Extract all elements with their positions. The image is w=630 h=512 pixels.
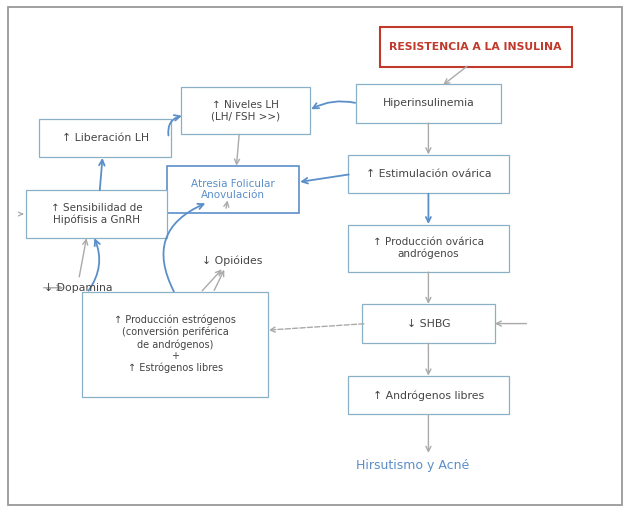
Text: ↑ Niveles LH
(LH/ FSH >>): ↑ Niveles LH (LH/ FSH >>) — [211, 100, 280, 121]
Text: ↑ Producción estrógenos
(conversión periférica
de andrógenos)
+
↑ Estrógenos lib: ↑ Producción estrógenos (conversión peri… — [114, 315, 236, 373]
Text: ↑ Producción ovárica
andrógenos: ↑ Producción ovárica andrógenos — [373, 237, 484, 260]
FancyBboxPatch shape — [348, 155, 509, 193]
Text: Hiperinsulinemia: Hiperinsulinemia — [382, 98, 474, 109]
Text: ↑ Estimulación ovárica: ↑ Estimulación ovárica — [365, 169, 491, 179]
Text: ↑ Andrógenos libres: ↑ Andrógenos libres — [373, 390, 484, 400]
Text: Hirsutismo y Acné: Hirsutismo y Acné — [356, 459, 469, 473]
FancyBboxPatch shape — [167, 166, 299, 213]
Text: RESISTENCIA A LA INSULINA: RESISTENCIA A LA INSULINA — [389, 42, 562, 52]
FancyBboxPatch shape — [181, 87, 310, 134]
FancyBboxPatch shape — [39, 119, 171, 158]
FancyBboxPatch shape — [379, 27, 572, 67]
Text: ↓ Dopamina: ↓ Dopamina — [45, 283, 113, 293]
FancyBboxPatch shape — [8, 7, 622, 505]
Text: ↓ Opióides: ↓ Opióides — [202, 256, 262, 266]
FancyBboxPatch shape — [356, 84, 501, 122]
FancyBboxPatch shape — [348, 376, 509, 415]
FancyBboxPatch shape — [25, 190, 168, 238]
FancyBboxPatch shape — [11, 9, 619, 503]
Text: Atresia Folicular
Anovulación: Atresia Folicular Anovulación — [192, 179, 275, 200]
FancyBboxPatch shape — [83, 292, 268, 396]
FancyBboxPatch shape — [362, 304, 495, 343]
FancyBboxPatch shape — [348, 225, 509, 272]
Text: ↑ Sensibilidad de
Hipófisis a GnRH: ↑ Sensibilidad de Hipófisis a GnRH — [50, 203, 142, 225]
Text: ↑ Liberación LH: ↑ Liberación LH — [62, 133, 149, 143]
Text: ↓ SHBG: ↓ SHBG — [406, 318, 450, 329]
